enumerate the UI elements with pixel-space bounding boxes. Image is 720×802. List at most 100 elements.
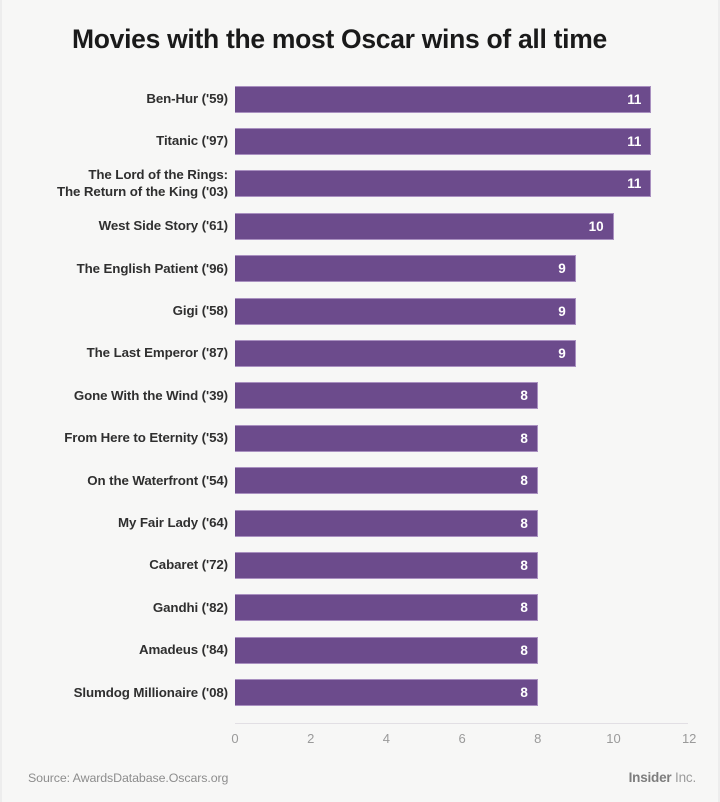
bar[interactable]: 8 [235,679,538,707]
bar-category-label: From Here to Eternity ('53) [64,417,228,459]
bar-row: From Here to Eternity ('53) 8 [2,417,720,459]
bar-category-label: Gigi ('58) [173,290,228,332]
bar-category-label-line: The Return of the King ('03) [56,183,228,199]
bar-category-label-line: Gone With the Wind ('39) [73,387,228,403]
bar[interactable]: 11 [235,127,652,155]
bar-track: 9 [235,255,576,283]
bar-row: The English Patient ('96) 9 [2,248,720,290]
bar-value-label: 8 [520,685,528,701]
bar[interactable]: 8 [235,636,538,664]
bar-category-label: My Fair Lady ('64) [118,502,228,544]
bar[interactable]: 11 [235,85,652,113]
bar-category-label: Slumdog Millionaire ('08) [74,672,228,714]
bar[interactable]: 11 [235,170,652,198]
insider-logo: Insider Inc. [628,770,697,785]
bar-category-label: On the Waterfront ('54) [87,460,228,502]
bar-category-label: The Lord of the Rings: The Return of the … [57,163,228,205]
bar-row: Ben-Hur ('59) 11 [2,78,720,120]
bar-category-label-line: On the Waterfront ('54) [87,472,228,488]
bar-value-label: 8 [520,515,528,531]
x-axis-tick-label: 12 [681,731,697,746]
bar-track: 8 [235,509,538,537]
bar-track: 8 [235,467,538,495]
bar-row: Cabaret ('72) 8 [2,544,720,586]
bar-row: Amadeus ('84) 8 [2,629,720,671]
x-axis-tick-label: 0 [231,731,239,746]
bar-track: 11 [235,85,652,113]
bar-category-label-line: The Lord of the Rings: [88,167,228,183]
bar-row: Gone With the Wind ('39) 8 [2,375,720,417]
bar-row: On the Waterfront ('54) 8 [2,460,720,502]
bar-category-label-line: Amadeus ('84) [138,642,228,658]
bar-value-label: 8 [520,600,528,616]
bar-row: Titanic ('97) 11 [2,120,720,162]
x-axis-tick-label: 10 [606,731,621,746]
bar[interactable]: 8 [235,594,538,622]
bar-value-label: 8 [520,388,528,404]
bar-track: 8 [235,551,538,579]
bar-track: 11 [235,127,652,155]
bar-track: 8 [235,636,538,664]
x-axis-tick-label: 4 [382,731,391,746]
bar-row: My Fair Lady ('64) 8 [2,502,720,544]
bar-row: The Last Emperor ('87) 9 [2,332,720,374]
bar-category-label-line: Titanic ('97) [156,133,228,149]
bar-track: 9 [235,339,576,367]
bar-category-label-line: My Fair Lady ('64) [118,514,228,530]
bar-value-label: 8 [520,430,528,446]
bar-track: 8 [235,424,538,452]
bar-track: 10 [235,212,614,240]
bar-chart-plot-area: Ben-Hur ('59) 11 Titanic ('97) 11 The Lord o… [2,78,720,728]
bar[interactable]: 8 [235,424,538,452]
bar-track: 8 [235,382,538,410]
bar-category-label-line: Slumdog Millionaire ('08) [73,684,228,700]
x-axis-tick-label: 8 [534,731,542,746]
bar-track: 9 [235,297,576,325]
bar-category-label-line: From Here to Eternity ('53) [64,430,228,446]
bar-category-label: The Last Emperor ('87) [87,332,228,374]
bar-value-label: 9 [558,345,566,361]
bar-category-label-line: Ben-Hur ('59) [146,90,228,106]
insider-logo-suffix: Inc. [675,770,696,785]
bar-value-label: 11 [627,133,642,149]
bar-category-label: Amadeus ('84) [139,629,228,671]
bar[interactable]: 9 [235,297,576,325]
bar[interactable]: 10 [235,212,614,240]
bar[interactable]: 8 [235,509,538,537]
bar-value-label: 8 [520,557,528,573]
bar-category-label-line: The English Patient ('96) [76,260,228,276]
chart-title: Movies with the most Oscar wins of all t… [72,24,607,54]
bar-row: Gigi ('58) 9 [2,290,720,332]
bar-row: West Side Story ('61) 10 [2,205,720,247]
bar[interactable]: 8 [235,382,538,410]
bar-row: Slumdog Millionaire ('08) 8 [2,672,720,714]
source-note: Source: AwardsDatabase.Oscars.org [28,771,229,785]
bar-track: 8 [235,679,538,707]
bar-row: The Lord of the Rings: The Return of the … [2,163,720,205]
x-axis-tick-label: 2 [307,731,315,746]
bar-value-label: 8 [520,473,528,489]
bar-value-label: 8 [520,642,528,658]
bar[interactable]: 8 [235,467,538,495]
insider-logo-brand: Insider [628,770,672,785]
bar[interactable]: 8 [235,551,538,579]
bar-value-label: 11 [627,176,642,192]
bar-category-label: Titanic ('97) [156,120,228,162]
bar-category-label-line: Gigi ('58) [172,302,228,318]
bar-category-label-line: Cabaret ('72) [149,557,228,573]
bar-row: Gandhi ('82) 8 [2,587,720,629]
bar-category-label: Ben-Hur ('59) [146,78,228,120]
bar-value-label: 10 [588,218,604,234]
bar-value-label: 9 [558,303,566,319]
bar-category-label: The English Patient ('96) [77,248,228,290]
bar-value-label: 11 [627,91,642,107]
bar-track: 8 [235,594,538,622]
bar[interactable]: 9 [235,255,576,283]
bar-category-label-line: West Side Story ('61) [98,218,228,234]
bar-category-label: Gone With the Wind ('39) [74,375,228,417]
bar-value-label: 9 [558,261,566,277]
bar[interactable]: 9 [235,339,576,367]
bar-category-label-line: Gandhi ('82) [152,599,228,615]
x-axis-tick-label: 6 [458,731,466,746]
